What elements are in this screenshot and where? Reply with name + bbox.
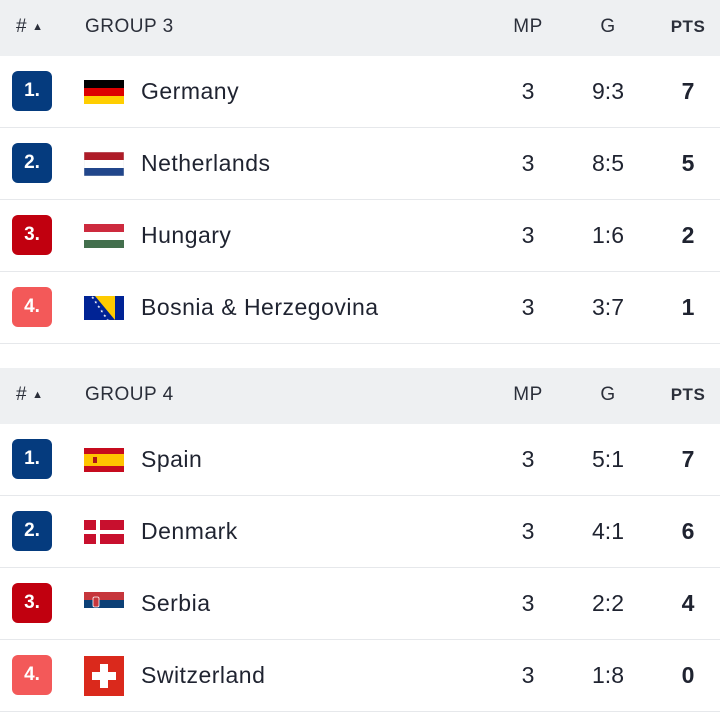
- matches-played: 3: [521, 294, 535, 320]
- table-row[interactable]: 3. Hungary 3 1:6 2: [0, 200, 720, 272]
- team-name[interactable]: Denmark: [141, 518, 238, 544]
- rank-badge: 3.: [12, 215, 52, 255]
- group-divider: [0, 344, 720, 368]
- matches-played: 3: [521, 78, 535, 104]
- points: 1: [681, 294, 695, 320]
- matches-played: 3: [521, 662, 535, 688]
- table-row[interactable]: 2. Denmark 3 4:1 6: [0, 496, 720, 568]
- matches-played: 3: [521, 150, 535, 176]
- team-name[interactable]: Switzerland: [141, 662, 266, 688]
- bosnia-flag-icon: ★ ★ ★ ★ ★ ★: [84, 296, 124, 320]
- spain-flag-icon: [84, 448, 124, 472]
- triangle-up-icon: ▲: [32, 389, 44, 401]
- rank-sort-header[interactable]: # ▲: [16, 16, 43, 38]
- points-header[interactable]: PTS: [670, 17, 706, 36]
- group-3-table: # ▲ GROUP 3 MP G PTS 1. Germany 3 9:3 7 2…: [0, 0, 720, 344]
- table-row[interactable]: 2. Netherlands 3 8:5 5: [0, 128, 720, 200]
- table-row[interactable]: 3. Serbia 3 2:2 4: [0, 568, 720, 640]
- goals: 3:7: [592, 294, 624, 320]
- team-name[interactable]: Netherlands: [141, 150, 271, 176]
- svg-text:★: ★: [100, 309, 104, 314]
- team-name[interactable]: Serbia: [141, 590, 211, 616]
- points: 6: [681, 518, 695, 544]
- points: 7: [681, 78, 695, 104]
- goals: 1:8: [592, 662, 624, 688]
- points: 4: [681, 590, 695, 616]
- table-header: # ▲ GROUP 3 MP G PTS: [0, 0, 720, 56]
- switzerland-flag-icon: [84, 656, 124, 696]
- goals: 5:1: [592, 446, 624, 472]
- matches-played-header[interactable]: MP: [513, 384, 543, 405]
- denmark-flag-icon: [84, 520, 124, 544]
- points: 0: [681, 662, 695, 688]
- svg-text:★: ★: [106, 318, 110, 321]
- matches-played-header[interactable]: MP: [513, 16, 543, 37]
- table-row[interactable]: 4. Switzerland 3 1:8 0: [0, 640, 720, 712]
- points: 7: [681, 446, 695, 472]
- goals: 1:6: [592, 222, 624, 248]
- table-header: # ▲ GROUP 4 MP G PTS: [0, 368, 720, 424]
- matches-played: 3: [521, 590, 535, 616]
- rank-badge: 3.: [12, 583, 52, 623]
- goals: 8:5: [592, 150, 624, 176]
- germany-flag-icon: [84, 80, 124, 104]
- svg-text:★: ★: [97, 304, 101, 309]
- matches-played: 3: [521, 518, 535, 544]
- rank-badge: 1.: [12, 439, 52, 479]
- goals: 9:3: [592, 78, 624, 104]
- goals: 4:1: [592, 518, 624, 544]
- points: 2: [681, 222, 695, 248]
- matches-played: 3: [521, 446, 535, 472]
- rank-badge: 4.: [12, 287, 52, 327]
- points: 5: [681, 150, 695, 176]
- svg-text:★: ★: [94, 300, 98, 305]
- matches-played: 3: [521, 222, 535, 248]
- table-row[interactable]: 1. Germany 3 9:3 7: [0, 56, 720, 128]
- rank-column-label: #: [16, 384, 28, 405]
- team-name[interactable]: Bosnia & Herzegovina: [141, 294, 379, 320]
- group-4-table: # ▲ GROUP 4 MP G PTS 1. Spain 3 5:1 7 2. …: [0, 368, 720, 712]
- goals-header[interactable]: G: [600, 384, 616, 405]
- hungary-flag-icon: [84, 224, 124, 248]
- triangle-up-icon: ▲: [32, 21, 44, 33]
- goals: 2:2: [592, 590, 624, 616]
- rank-badge: 1.: [12, 71, 52, 111]
- netherlands-flag-icon: [84, 152, 124, 176]
- group-name: GROUP 3: [85, 16, 174, 37]
- group-name: GROUP 4: [85, 384, 174, 405]
- points-header[interactable]: PTS: [670, 385, 706, 404]
- team-name[interactable]: Hungary: [141, 222, 232, 248]
- rank-sort-header[interactable]: # ▲: [16, 384, 43, 406]
- rank-badge: 2.: [12, 143, 52, 183]
- svg-text:★: ★: [103, 313, 107, 318]
- goals-header[interactable]: G: [600, 16, 616, 37]
- table-row[interactable]: 4. ★ ★ ★ ★ ★ ★ Bosnia & Herzegovina 3 3:7 1: [0, 272, 720, 344]
- team-name[interactable]: Germany: [141, 78, 240, 104]
- rank-badge: 4.: [12, 655, 52, 695]
- table-row[interactable]: 1. Spain 3 5:1 7: [0, 424, 720, 496]
- rank-column-label: #: [16, 16, 28, 37]
- rank-badge: 2.: [12, 511, 52, 551]
- svg-text:★: ★: [91, 296, 95, 300]
- team-name[interactable]: Spain: [141, 446, 203, 472]
- serbia-flag-icon: [84, 592, 124, 616]
